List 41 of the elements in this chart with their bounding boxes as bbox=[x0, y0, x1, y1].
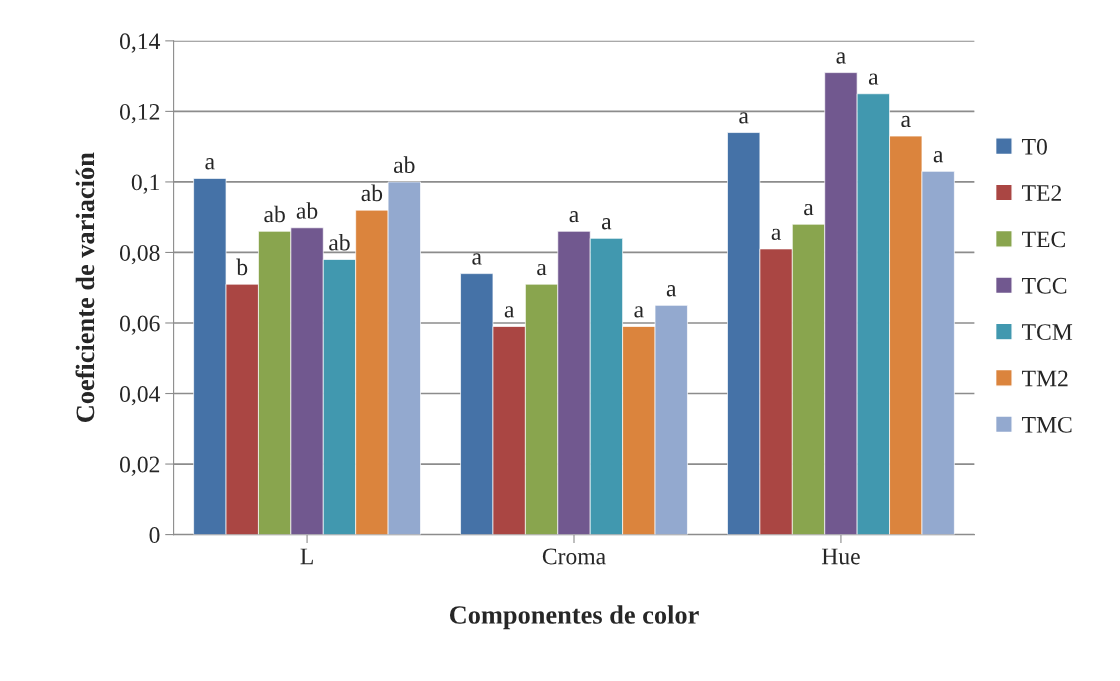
legend-label: TMC bbox=[1022, 416, 1072, 433]
data-label: a bbox=[537, 263, 547, 276]
legend-label: T0 bbox=[1022, 138, 1047, 155]
data-label: ab bbox=[393, 156, 415, 173]
data-label: a bbox=[739, 112, 749, 124]
x-axis-title: Componentes de color bbox=[449, 605, 699, 630]
y-axis-title: Coeficiente de variación bbox=[75, 152, 95, 422]
legend-label: TM2 bbox=[1022, 370, 1068, 387]
legend-label: TEC bbox=[1022, 231, 1065, 248]
data-label: ab bbox=[264, 205, 285, 223]
data-label: a bbox=[836, 52, 846, 64]
data-label: a bbox=[205, 158, 215, 170]
data-label: ab bbox=[329, 233, 350, 251]
data-label: a bbox=[804, 203, 814, 216]
y-tick-label: 0,02 bbox=[119, 456, 160, 476]
data-label: ab bbox=[361, 184, 383, 202]
data-label: a bbox=[569, 211, 579, 223]
legend-label: TE2 bbox=[1022, 185, 1061, 201]
x-tick-label: Croma bbox=[542, 548, 606, 565]
y-tick-label: 0,08 bbox=[119, 244, 160, 265]
y-tick-label: 0,12 bbox=[119, 103, 160, 124]
y-tick-label: 0,1 bbox=[131, 174, 159, 194]
data-label: a bbox=[666, 285, 677, 297]
data-label: a bbox=[868, 73, 879, 85]
data-label: a bbox=[901, 115, 911, 128]
legend-label: TCM bbox=[1022, 324, 1073, 341]
data-label: ab bbox=[296, 202, 318, 219]
x-tick-label: Hue bbox=[821, 548, 860, 565]
data-label: a bbox=[504, 306, 515, 318]
data-label: a bbox=[771, 228, 782, 240]
x-tick-label: L bbox=[300, 548, 313, 565]
legend-label: TCC bbox=[1022, 277, 1067, 294]
data-label: a bbox=[602, 218, 612, 230]
y-tick-label: 0,04 bbox=[119, 386, 161, 406]
data-label: b bbox=[236, 258, 248, 276]
y-tick-label: 0,14 bbox=[119, 33, 161, 53]
data-label: a bbox=[933, 151, 944, 163]
data-label: a bbox=[634, 306, 644, 318]
y-tick-label: 0,06 bbox=[119, 315, 160, 335]
y-tick-label: 0 bbox=[149, 527, 160, 544]
data-label: a bbox=[472, 253, 482, 265]
